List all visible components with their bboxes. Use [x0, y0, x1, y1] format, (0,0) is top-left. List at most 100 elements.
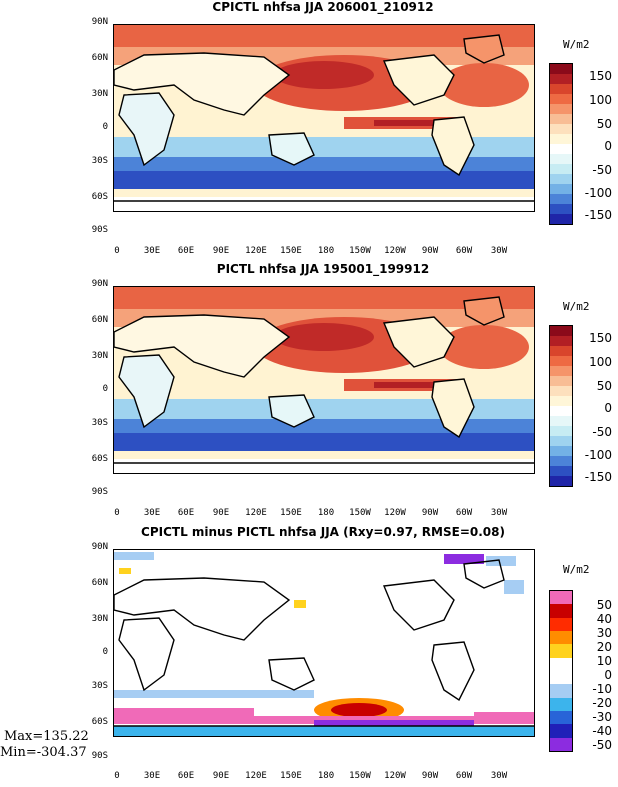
colorbar-swatch [550, 326, 572, 336]
lat-label: 0 [102, 384, 108, 394]
colorbar-tick: 100 [589, 93, 612, 107]
lon-label: 60W [455, 771, 473, 781]
colorbar-swatch [550, 114, 572, 124]
lon-label: 30W [490, 508, 508, 518]
lon-label: 90E [212, 771, 230, 781]
lon-label: 60E [177, 508, 195, 518]
lat-label: 60S [91, 192, 108, 202]
colorbar-tick: -50 [592, 738, 612, 752]
colorbar-swatch [550, 710, 572, 725]
lon-label: 90W [421, 508, 439, 518]
colorbar-swatch [550, 416, 572, 426]
colorbar-tick: 150 [589, 69, 612, 83]
colorbar-tick: 10 [596, 654, 612, 668]
lon-label: 90E [212, 246, 230, 256]
lon-label: 180 [317, 246, 335, 256]
colorbar-tick: 20 [596, 640, 612, 654]
colorbar-swatch [550, 104, 572, 114]
colorbar-tick: 40 [596, 612, 612, 626]
colorbar [549, 63, 573, 225]
lon-label: 0 [114, 246, 120, 256]
colorbar-tick: -50 [592, 425, 612, 439]
lon-label: 120E [245, 246, 267, 256]
colorbar-swatch [550, 386, 572, 396]
lon-label: 30W [490, 246, 508, 256]
colorbar-tick: -100 [584, 186, 612, 200]
panel-pictl: PICTL nhfsa JJA 195001_199912 90N 60N 30… [0, 262, 618, 524]
colorbar-swatch [550, 184, 572, 194]
colorbar-swatch [550, 436, 572, 446]
lon-label: 60W [455, 246, 473, 256]
lat-label: 30S [91, 418, 108, 428]
lon-label: 90W [421, 771, 439, 781]
colorbar-swatch [550, 426, 572, 436]
lat-label: 0 [102, 122, 108, 132]
lon-label: 0 [114, 508, 120, 518]
colorbar-swatch [550, 74, 572, 84]
colorbar-tick: -20 [592, 696, 612, 710]
colorbar-swatch [550, 144, 572, 154]
lon-label: 120W [384, 508, 406, 518]
colorbar-tick: 50 [596, 379, 612, 393]
colorbar-swatch [550, 446, 572, 456]
colorbar-swatch [550, 630, 572, 645]
colorbar-swatch [550, 174, 572, 184]
lon-label: 30E [143, 508, 161, 518]
colorbar-tick: -150 [584, 470, 612, 484]
flux-field-map [114, 287, 534, 473]
lat-label: 30S [91, 681, 108, 691]
map-plot [113, 24, 535, 212]
colorbar-tick: 0 [604, 668, 612, 682]
lon-label: 120E [245, 771, 267, 781]
lat-label: 90S [91, 225, 108, 235]
colorbar-swatch [550, 591, 572, 605]
lat-label: 30N [91, 614, 108, 624]
lon-label: 120W [384, 246, 406, 256]
colorbar-swatch [550, 644, 572, 658]
panel-title: PICTL nhfsa JJA 195001_199912 [216, 262, 430, 276]
colorbar-swatch [550, 466, 572, 476]
colorbar-swatch [550, 684, 572, 698]
lat-label: 30N [91, 89, 108, 99]
lat-label: 60N [91, 315, 108, 325]
lat-label: 90N [91, 17, 108, 27]
lon-label: 150W [349, 771, 371, 781]
colorbar-swatch [550, 697, 572, 711]
panel-title: CPICTL minus PICTL nhfsa JJA (Rxy=0.97, … [141, 525, 505, 539]
colorbar-tick: -40 [592, 724, 612, 738]
panel-cpictl: CPICTL nhfsa JJA 206001_210912 [0, 0, 618, 262]
colorbar-swatch [550, 406, 572, 416]
colorbar-swatch [550, 124, 572, 134]
unit-label: W/m2 [563, 563, 590, 576]
lat-label: 30N [91, 351, 108, 361]
colorbar-tick: -10 [592, 682, 612, 696]
colorbar-tick: -150 [584, 208, 612, 222]
map-plot [113, 549, 535, 737]
colorbar-swatch [550, 356, 572, 366]
min-value: Min=-304.37 [0, 745, 87, 760]
colorbar [549, 325, 573, 487]
colorbar-swatch [550, 456, 572, 466]
colorbar-swatch [550, 657, 572, 671]
lon-label: 60W [455, 508, 473, 518]
lat-label: 30S [91, 156, 108, 166]
lon-label: 180 [317, 771, 335, 781]
lat-label: 60S [91, 717, 108, 727]
colorbar-tick: 50 [596, 598, 612, 612]
colorbar-tick: 0 [604, 401, 612, 415]
lon-label: 120E [245, 508, 267, 518]
lon-label: 90W [421, 246, 439, 256]
lat-label: 60N [91, 53, 108, 63]
colorbar-swatch [550, 64, 572, 74]
lon-label: 150E [280, 246, 302, 256]
lat-label: 90S [91, 487, 108, 497]
colorbar-swatch [550, 617, 572, 631]
difference-field-map [114, 550, 534, 736]
lon-label: 60E [177, 771, 195, 781]
lon-label: 0 [114, 771, 120, 781]
lon-label: 90E [212, 508, 230, 518]
panel-title: CPICTL nhfsa JJA 206001_210912 [212, 0, 434, 14]
colorbar-tick: 50 [596, 117, 612, 131]
colorbar-tick: 100 [589, 355, 612, 369]
lon-label: 120W [384, 771, 406, 781]
